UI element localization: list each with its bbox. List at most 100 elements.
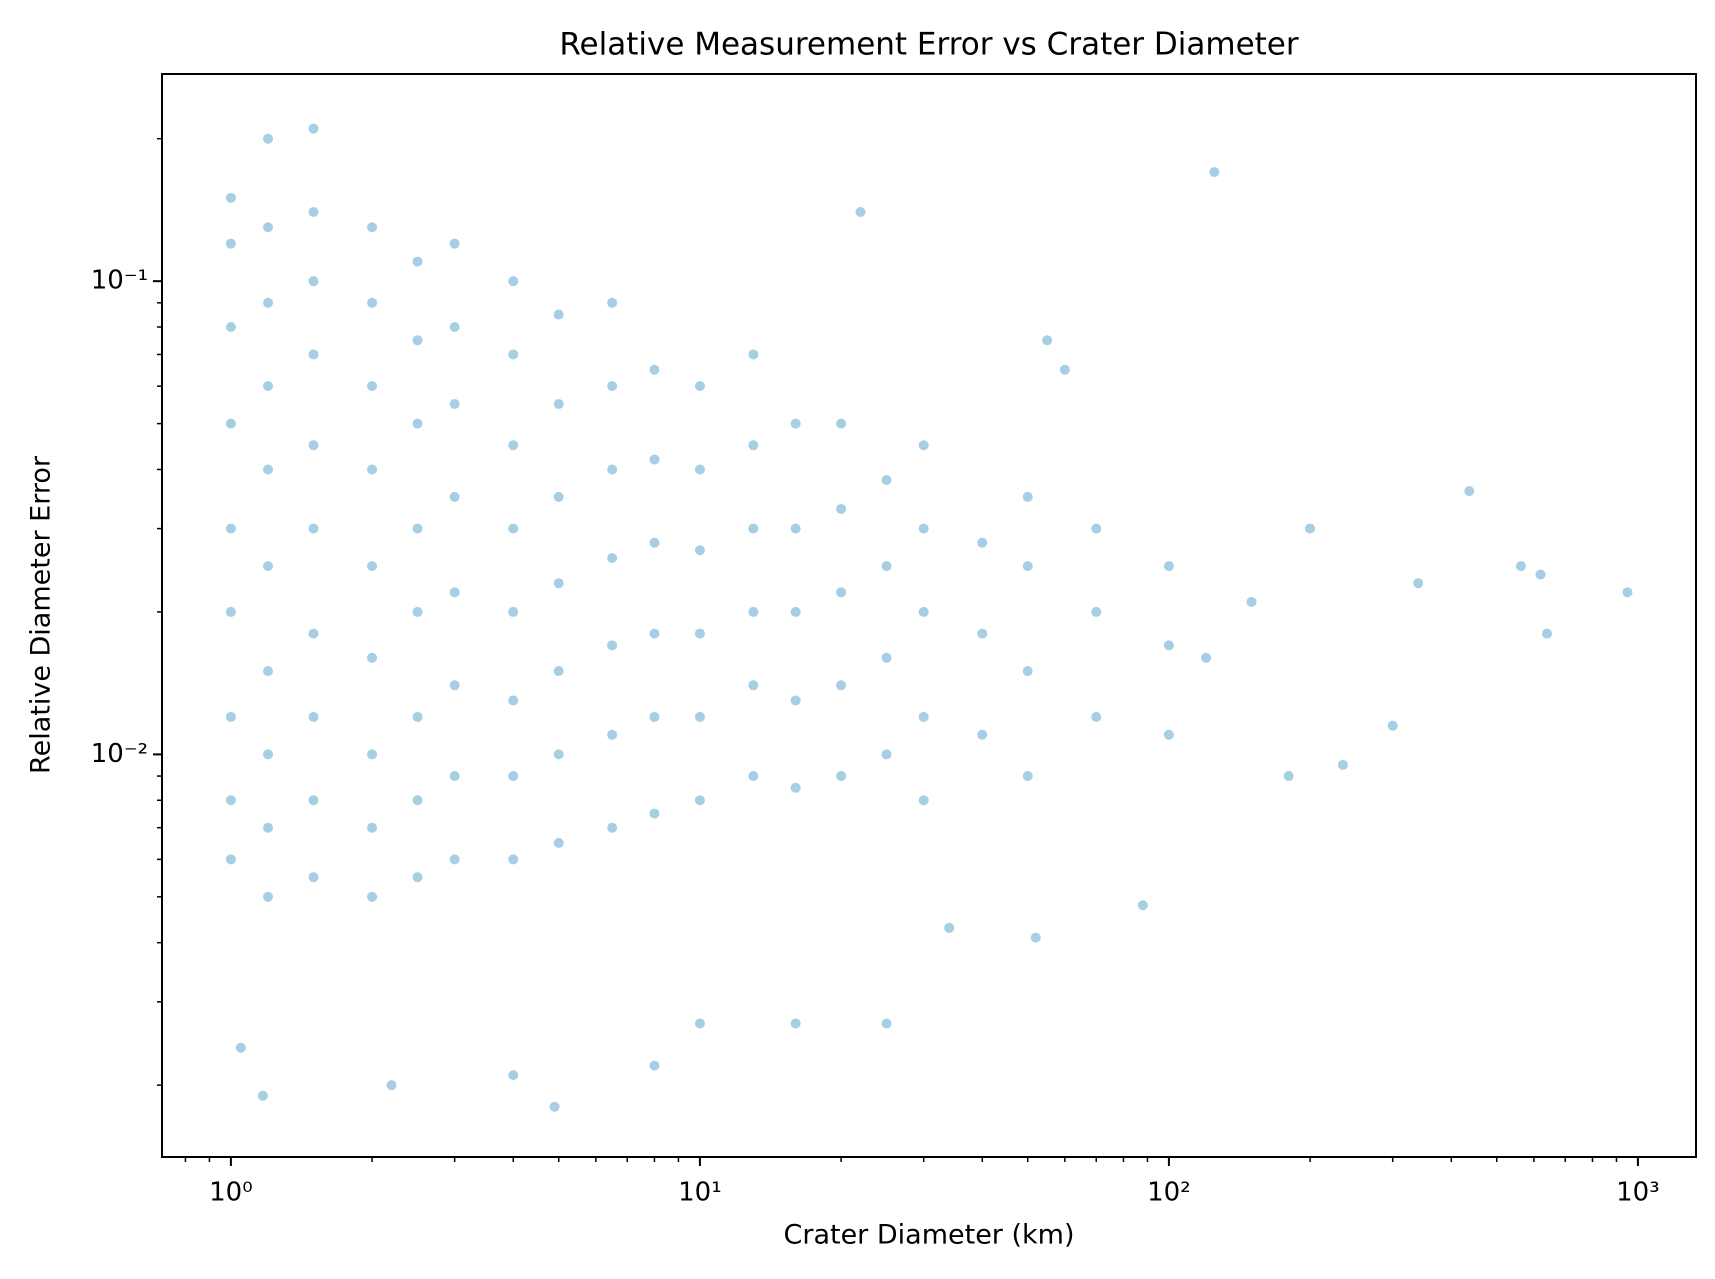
point: [449, 399, 460, 410]
point: [694, 545, 705, 556]
point: [748, 349, 759, 360]
point: [918, 523, 929, 534]
point: [607, 640, 618, 651]
point: [1022, 666, 1033, 677]
x-tick-label: 10⁰: [209, 1178, 253, 1208]
point: [790, 523, 801, 534]
point: [367, 891, 378, 902]
point: [694, 1018, 705, 1029]
point: [694, 381, 705, 392]
point: [1022, 561, 1033, 572]
point: [225, 523, 236, 534]
point: [412, 711, 423, 722]
point: [790, 695, 801, 706]
point: [367, 652, 378, 663]
point: [790, 418, 801, 429]
point: [694, 464, 705, 475]
x-tick-label: 10¹: [678, 1178, 722, 1208]
point: [1337, 759, 1348, 770]
point: [1163, 640, 1174, 651]
point: [225, 795, 236, 806]
point: [836, 680, 847, 691]
y-axis-label: Relative Diameter Error: [26, 455, 57, 774]
point: [649, 454, 660, 465]
point: [308, 872, 319, 883]
point: [607, 553, 618, 564]
point: [367, 822, 378, 833]
point: [508, 276, 519, 287]
point: [263, 749, 274, 760]
point: [1622, 587, 1633, 598]
point: [308, 711, 319, 722]
point: [449, 238, 460, 249]
point: [412, 606, 423, 617]
x-axis-label: Crater Diameter (km): [783, 1220, 1074, 1251]
point: [748, 606, 759, 617]
point: [790, 782, 801, 793]
point: [553, 309, 564, 320]
point: [508, 440, 519, 451]
point: [881, 561, 892, 572]
point: [263, 464, 274, 475]
point: [1387, 720, 1398, 731]
point: [607, 822, 618, 833]
point: [748, 771, 759, 782]
point: [308, 523, 319, 534]
point: [508, 606, 519, 617]
point: [748, 440, 759, 451]
point: [263, 666, 274, 677]
point: [1464, 486, 1475, 497]
point: [508, 695, 519, 706]
point: [308, 276, 319, 287]
point: [607, 297, 618, 308]
point: [508, 771, 519, 782]
point: [367, 561, 378, 572]
point: [977, 729, 988, 740]
point: [449, 680, 460, 691]
point: [449, 771, 460, 782]
point: [367, 222, 378, 233]
point: [1091, 606, 1102, 617]
point: [748, 523, 759, 534]
point: [263, 133, 274, 144]
point: [790, 606, 801, 617]
point: [607, 729, 618, 740]
point: [748, 680, 759, 691]
y-tick-label: 10⁻¹: [91, 266, 148, 296]
point: [944, 922, 955, 933]
point: [367, 297, 378, 308]
point: [918, 606, 929, 617]
point: [836, 771, 847, 782]
point: [308, 628, 319, 639]
point: [308, 440, 319, 451]
point: [263, 381, 274, 392]
point: [225, 711, 236, 722]
point: [412, 418, 423, 429]
point: [225, 192, 236, 203]
point: [1515, 561, 1526, 572]
point: [1305, 523, 1316, 534]
point: [508, 854, 519, 865]
plot-frame: [161, 73, 1697, 1158]
point: [694, 628, 705, 639]
point: [1542, 628, 1553, 639]
point: [1042, 335, 1053, 346]
point: [1163, 729, 1174, 740]
point: [263, 561, 274, 572]
point: [649, 364, 660, 375]
point: [881, 749, 892, 760]
point: [553, 749, 564, 760]
point: [977, 537, 988, 548]
point: [367, 749, 378, 760]
point: [508, 523, 519, 534]
point: [694, 795, 705, 806]
point: [649, 711, 660, 722]
point: [225, 418, 236, 429]
point: [386, 1080, 397, 1091]
point: [1091, 523, 1102, 534]
x-tick-label: 10²: [1147, 1178, 1191, 1208]
point: [225, 322, 236, 333]
point: [367, 381, 378, 392]
point: [649, 1060, 660, 1071]
